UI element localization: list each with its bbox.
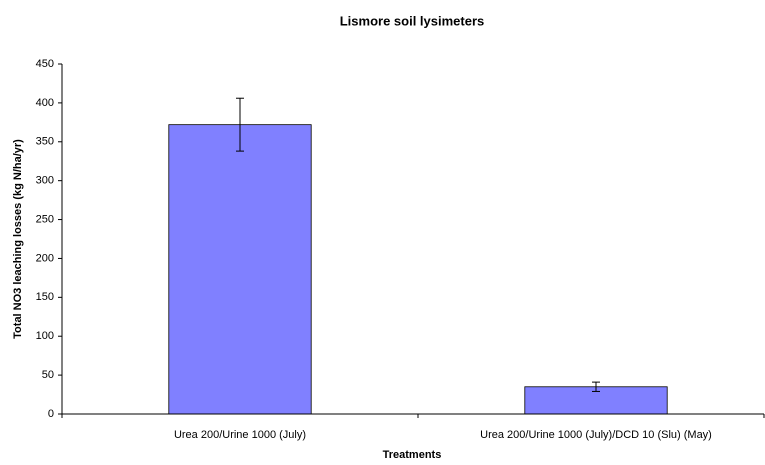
y-tick-label: 50 [42,369,54,381]
x-tick-label: Urea 200/Urine 1000 (July) [174,429,306,441]
bar [168,124,312,415]
y-tick-label: 450 [36,58,54,70]
x-axis-label: Treatments [383,449,442,461]
y-tick-label: 150 [36,291,54,303]
error-bar [592,381,600,392]
y-tick-label: 200 [36,252,54,264]
error-bar [236,97,244,152]
x-tick-label: Urea 200/Urine 1000 (July)/DCD 10 (Slu) … [480,429,712,441]
y-axis-label: Total NO3 leaching losses (kg N/ha/yr) [12,139,24,339]
y-tick-label: 400 [36,97,54,109]
bar [524,386,668,415]
y-tick-label: 250 [36,213,54,225]
y-tick-label: 300 [36,175,54,187]
chart-title: Lismore soil lysimeters [340,13,485,28]
y-tick-label: 0 [48,408,54,420]
y-tick-label: 100 [36,330,54,342]
y-tick-label: 350 [36,136,54,148]
